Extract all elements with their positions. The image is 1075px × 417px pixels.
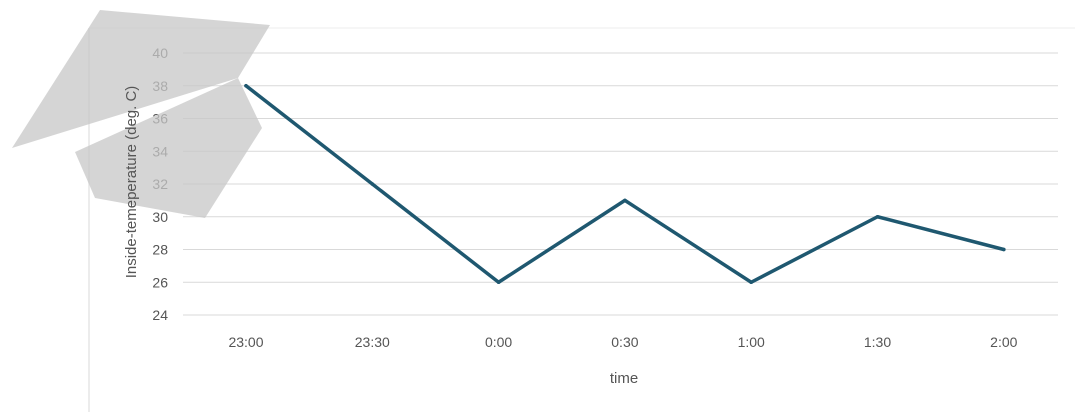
data-point — [496, 280, 501, 285]
watermark-logo — [12, 10, 270, 218]
x-axis-title: time — [610, 370, 638, 387]
data-point — [623, 198, 627, 203]
y-tick-label: 30 — [152, 209, 168, 225]
y-tick-label: 26 — [152, 274, 168, 290]
data-point — [370, 182, 375, 186]
x-tick-label: 1:30 — [864, 334, 891, 350]
y-tick-label: 24 — [152, 307, 168, 323]
watermark-shape-top — [12, 10, 270, 148]
x-tick-label: 23:30 — [355, 334, 390, 350]
x-tick-labels: 23:00 23:30 0:00 0:30 1:00 1:30 2:00 — [228, 334, 1017, 350]
watermark-shape-bottom — [75, 78, 262, 218]
data-series — [244, 83, 1006, 285]
data-point — [244, 83, 248, 88]
data-point — [749, 280, 753, 285]
gridlines — [183, 52, 1058, 316]
x-tick-label: 2:00 — [990, 334, 1017, 350]
x-tick-label: 1:00 — [738, 334, 765, 350]
data-point — [875, 214, 880, 219]
data-point — [1002, 247, 1006, 252]
y-axis-title: Inside-temeperature (deg. C) — [123, 86, 140, 279]
x-tick-label: 23:00 — [228, 334, 263, 350]
x-tick-label: 0:00 — [485, 334, 512, 350]
x-tick-label: 0:30 — [611, 334, 638, 350]
y-tick-label: 28 — [152, 242, 168, 258]
